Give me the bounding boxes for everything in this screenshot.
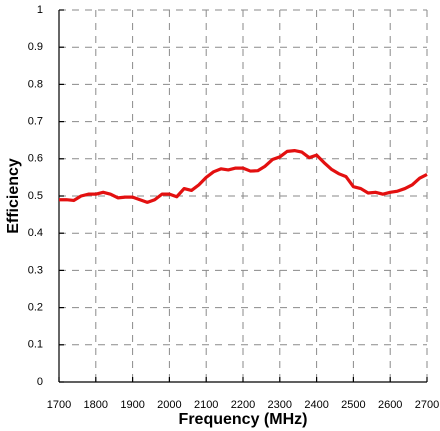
y-tick-label: 0.8 [28, 78, 43, 90]
x-tick-label: 1900 [120, 399, 144, 411]
y-tick-label: 0.2 [28, 302, 43, 314]
x-tick-label: 2300 [268, 399, 292, 411]
x-tick-label: 2400 [304, 399, 328, 411]
y-tick-label: 0.3 [28, 264, 43, 276]
y-tick-label: 0.4 [28, 227, 43, 239]
y-tick-label: 0 [37, 376, 43, 388]
y-tick-label: 0.7 [28, 116, 43, 128]
y-tick-label: 0.5 [28, 190, 43, 202]
x-tick-label: 2700 [415, 399, 439, 411]
y-tick-label: 0.1 [28, 339, 43, 351]
x-tick-label: 1800 [84, 399, 108, 411]
x-tick-label: 2100 [194, 399, 218, 411]
x-tick-label: 2000 [157, 399, 181, 411]
y-tick-label: 0.9 [28, 41, 43, 53]
x-tick-label: 2600 [378, 399, 402, 411]
y-axis-title: Efficiency [5, 158, 22, 234]
x-axis-title: Frequency (MHz) [179, 411, 308, 428]
series-line [59, 149, 428, 204]
x-tick-label: 2500 [341, 399, 365, 411]
x-tick-label: 2200 [231, 399, 255, 411]
y-tick-label: 1 [37, 4, 43, 16]
x-tick-label: 1700 [47, 399, 71, 411]
y-tick-label: 0.6 [28, 153, 43, 165]
